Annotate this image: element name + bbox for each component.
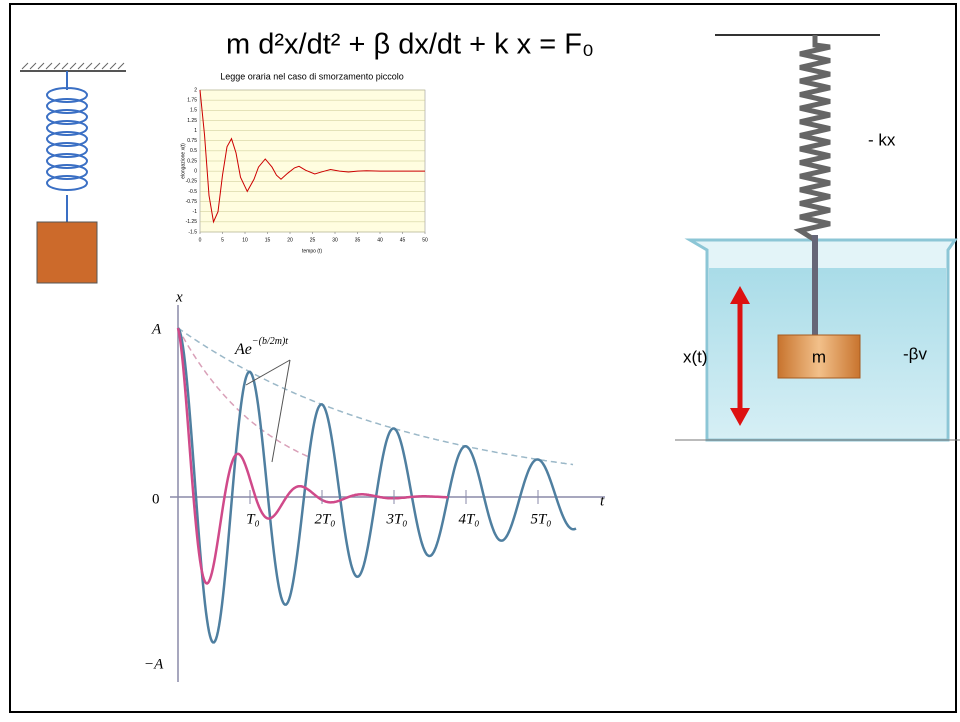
slide-border — [9, 3, 957, 713]
y-axis-label: x — [175, 289, 183, 305]
spring-illustration — [20, 62, 126, 284]
y-tick-label: -0.25 — [186, 179, 198, 185]
envelope-dashed — [177, 327, 574, 466]
y-tick-label: 0 — [194, 168, 197, 174]
y-tick-label: 0.75 — [187, 138, 197, 144]
chart-title: Legge oraria nel caso di smorzamento pic… — [220, 71, 404, 81]
heavily-damped-curve — [176, 327, 448, 585]
y-tick-label: -0.75 — [186, 199, 198, 205]
x-tick-label: 15 — [265, 237, 271, 243]
origin-label: 0 — [152, 491, 160, 507]
damped-oscillation-illustration — [170, 305, 605, 682]
x-axis-label: t — [600, 493, 605, 509]
x-tick-label: 10 — [242, 237, 248, 243]
y-tick-label: 0.5 — [190, 148, 197, 154]
y-tick-label: 2 — [194, 87, 197, 93]
damping-force-label: -βv — [903, 344, 927, 363]
period-label: 2T₀ — [314, 511, 335, 527]
x-tick-label: 30 — [332, 237, 338, 243]
mass-label: m — [812, 347, 826, 366]
x-tick-label: 0 — [199, 237, 202, 243]
period-label: T₀ — [246, 511, 260, 527]
envelope-base: Ae — [234, 341, 252, 358]
y-axis-title: elongazione x(t) — [180, 143, 186, 179]
x-tick-label: 40 — [377, 237, 383, 243]
pink-envelope-dashed — [177, 327, 309, 458]
y-tick-label: 1.75 — [187, 97, 197, 103]
beaker-illustration — [675, 34, 960, 442]
x-tick-label: 25 — [310, 237, 316, 243]
period-label: 4T₀ — [458, 511, 479, 527]
x-tick-label: 5 — [221, 237, 224, 243]
small-chart: Legge oraria nel caso di smorzamento pic… — [180, 71, 428, 254]
x-tick-label: 35 — [355, 237, 361, 243]
spring-force-label: - kx — [868, 130, 896, 149]
envelope-label: Ae−(b/2m)t — [234, 336, 288, 357]
y-tick-label: -1 — [193, 209, 198, 215]
displacement-label: x(t) — [683, 347, 708, 366]
period-label: 3T₀ — [385, 511, 407, 527]
y-tick-label: -1.5 — [188, 229, 197, 235]
negative-amplitude-label: −A — [144, 656, 164, 672]
x-tick-label: 45 — [400, 237, 406, 243]
x-tick-label: 20 — [287, 237, 293, 243]
x-tick-label: 50 — [422, 237, 428, 243]
amplitude-label: A — [151, 321, 162, 337]
x-axis-title: tempo (t) — [302, 248, 322, 254]
pointer — [245, 359, 291, 386]
y-tick-label: 0.25 — [187, 158, 197, 164]
y-tick-label: 1.25 — [187, 118, 197, 124]
y-tick-label: 1.5 — [190, 108, 197, 114]
envelope-exponent: −(b/2m)t — [252, 336, 288, 347]
line-series — [199, 89, 425, 224]
y-tick-label: 1 — [194, 128, 197, 134]
mass-block — [36, 221, 98, 284]
y-tick-label: -1.25 — [186, 219, 198, 225]
pointer — [271, 359, 291, 463]
equation: m d²x/dt² + β dx/dt + k x = F₀ — [226, 29, 594, 61]
underdamped-curve — [177, 327, 577, 644]
y-tick-label: -0.5 — [188, 189, 197, 195]
period-label: 5T₀ — [530, 511, 551, 527]
